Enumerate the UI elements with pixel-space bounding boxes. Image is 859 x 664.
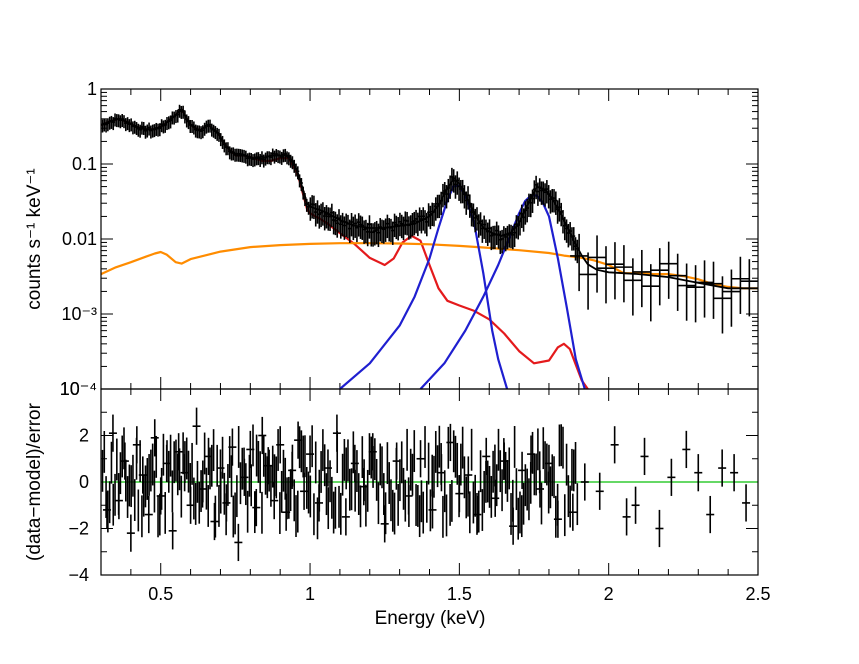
x-tick-label: 0.5 (148, 584, 173, 604)
model-curve-component-2 (100, 242, 758, 290)
x-tick-label: 2 (604, 584, 614, 604)
spectrum-ticks: 1 0.1 0.01 10⁻³ 10⁻⁴ (60, 79, 759, 399)
model-curve-line-2 (419, 194, 586, 390)
x-axis-title: Energy (keV) (375, 608, 486, 629)
res-y-tick-label: 2 (79, 426, 89, 446)
x-tick-label: 2.5 (745, 584, 770, 604)
res-y-tick-label: 0 (79, 472, 89, 492)
residual-ticks: 2 0 −2 −4 0.5 1 1.5 2 2.5 10⁻⁴ (60, 379, 771, 604)
residual-data-points (101, 407, 751, 562)
y-tick-label-bottom: 10⁻⁴ (60, 379, 97, 399)
residual-y-axis-title: (data−model)/error (24, 402, 45, 561)
residual-panel: 2 0 −2 −4 0.5 1 1.5 2 2.5 10⁻⁴ (data−model)/error (24, 379, 771, 604)
y-tick-label: 10⁻³ (61, 304, 97, 324)
x-tick-label: 1.5 (447, 584, 472, 604)
res-y-tick-label: −4 (68, 565, 89, 585)
y-tick-label: 0.01 (62, 229, 97, 249)
x-tick-label: 1 (305, 584, 315, 604)
residual-frame (100, 388, 759, 576)
spectrum-y-axis-title: counts s⁻¹ keV⁻¹ (24, 168, 45, 310)
y-tick-label: 1 (87, 79, 97, 99)
spectrum-data-points (100, 104, 759, 334)
y-tick-label: 10⁻⁴ (60, 379, 97, 399)
y-tick-label: 0.1 (72, 154, 97, 174)
res-y-tick-label: −2 (68, 519, 89, 539)
